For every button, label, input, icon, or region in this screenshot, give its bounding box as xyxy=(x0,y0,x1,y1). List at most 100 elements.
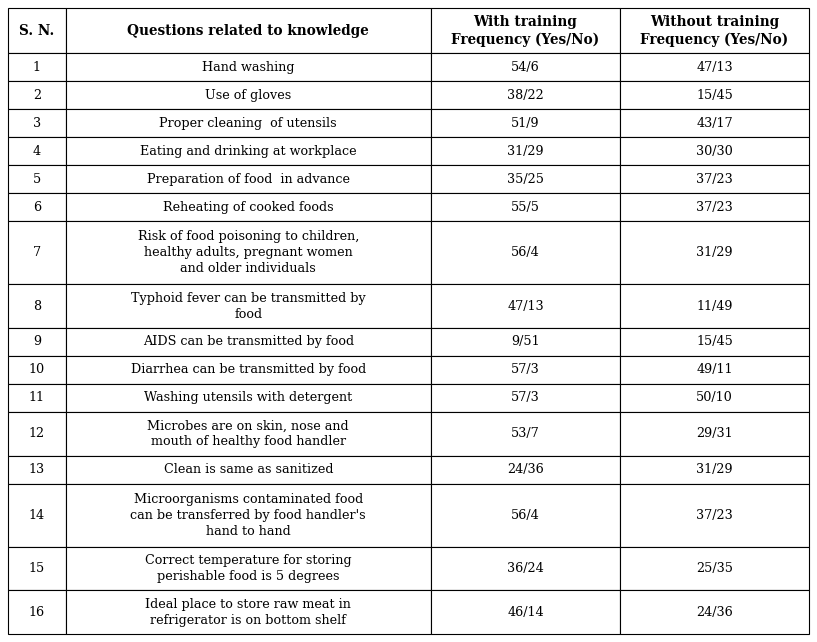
Text: Ideal place to store raw meat in
refrigerator is on bottom shelf: Ideal place to store raw meat in refrige… xyxy=(145,598,351,627)
Bar xyxy=(65,483,431,546)
Bar xyxy=(431,109,620,137)
Bar xyxy=(620,109,809,137)
Bar xyxy=(620,221,809,284)
Bar xyxy=(431,166,620,193)
Text: 1: 1 xyxy=(33,61,41,74)
Text: 53/7: 53/7 xyxy=(511,428,540,440)
Text: 11/49: 11/49 xyxy=(696,300,733,313)
Text: 12: 12 xyxy=(29,428,45,440)
Text: Microorganisms contaminated food
can be transferred by food handler's
hand to ha: Microorganisms contaminated food can be … xyxy=(131,492,366,537)
Text: 56/4: 56/4 xyxy=(511,508,540,521)
Bar xyxy=(620,483,809,546)
Text: 43/17: 43/17 xyxy=(696,117,733,130)
Bar xyxy=(431,384,620,412)
Bar xyxy=(431,193,620,221)
Text: Diarrhea can be transmitted by food: Diarrhea can be transmitted by food xyxy=(131,363,366,376)
Bar xyxy=(8,456,65,483)
Bar xyxy=(620,356,809,384)
Text: 29/31: 29/31 xyxy=(696,428,733,440)
Text: Hand washing: Hand washing xyxy=(202,61,295,74)
Text: 6: 6 xyxy=(33,201,41,214)
Bar xyxy=(620,456,809,483)
Bar xyxy=(431,328,620,356)
Bar xyxy=(620,590,809,634)
Text: 37/23: 37/23 xyxy=(696,201,733,214)
Bar xyxy=(65,412,431,456)
Text: 31/29: 31/29 xyxy=(696,463,733,476)
Text: 5: 5 xyxy=(33,173,41,186)
Text: 25/35: 25/35 xyxy=(696,562,733,575)
Bar xyxy=(8,384,65,412)
Bar xyxy=(431,590,620,634)
Bar xyxy=(620,284,809,328)
Bar xyxy=(8,109,65,137)
Bar xyxy=(8,284,65,328)
Text: Typhoid fever can be transmitted by
food: Typhoid fever can be transmitted by food xyxy=(131,291,366,320)
Text: Preparation of food  in advance: Preparation of food in advance xyxy=(147,173,350,186)
Text: 36/24: 36/24 xyxy=(507,562,544,575)
Text: 54/6: 54/6 xyxy=(511,61,540,74)
Bar xyxy=(65,546,431,590)
Bar xyxy=(431,53,620,82)
Text: AIDS can be transmitted by food: AIDS can be transmitted by food xyxy=(143,336,354,349)
Text: Clean is same as sanitized: Clean is same as sanitized xyxy=(163,463,333,476)
Text: Use of gloves: Use of gloves xyxy=(205,89,292,102)
Bar xyxy=(8,546,65,590)
Bar xyxy=(8,166,65,193)
Text: 24/36: 24/36 xyxy=(507,463,544,476)
Text: 47/13: 47/13 xyxy=(696,61,733,74)
Text: Washing utensils with detergent: Washing utensils with detergent xyxy=(144,392,352,404)
Bar xyxy=(8,483,65,546)
Text: Correct temperature for storing
perishable food is 5 degrees: Correct temperature for storing perishab… xyxy=(145,554,351,583)
Bar xyxy=(431,456,620,483)
Text: Risk of food poisoning to children,
healthy adults, pregnant women
and older ind: Risk of food poisoning to children, heal… xyxy=(137,230,359,275)
Bar xyxy=(620,137,809,166)
Bar xyxy=(65,356,431,384)
Text: 31/29: 31/29 xyxy=(696,247,733,259)
Text: 56/4: 56/4 xyxy=(511,247,540,259)
Text: 14: 14 xyxy=(29,508,45,521)
Bar xyxy=(65,456,431,483)
Bar xyxy=(65,590,431,634)
Text: 35/25: 35/25 xyxy=(507,173,544,186)
Text: S. N.: S. N. xyxy=(20,24,55,38)
Text: 16: 16 xyxy=(29,605,45,619)
Bar xyxy=(620,546,809,590)
Bar xyxy=(8,328,65,356)
Bar xyxy=(65,53,431,82)
Text: 49/11: 49/11 xyxy=(696,363,733,376)
Text: 57/3: 57/3 xyxy=(511,392,540,404)
Bar xyxy=(65,221,431,284)
Bar xyxy=(620,193,809,221)
Text: Without training
Frequency (Yes/No): Without training Frequency (Yes/No) xyxy=(641,15,788,47)
Text: 15/45: 15/45 xyxy=(696,336,733,349)
Text: Reheating of cooked foods: Reheating of cooked foods xyxy=(163,201,333,214)
Text: 4: 4 xyxy=(33,145,41,158)
Text: 24/36: 24/36 xyxy=(696,605,733,619)
Text: 55/5: 55/5 xyxy=(511,201,540,214)
Bar xyxy=(620,412,809,456)
Bar xyxy=(65,328,431,356)
Bar xyxy=(65,284,431,328)
Bar xyxy=(8,193,65,221)
Bar xyxy=(620,328,809,356)
Text: 38/22: 38/22 xyxy=(507,89,544,102)
Text: 9: 9 xyxy=(33,336,41,349)
Bar xyxy=(8,221,65,284)
Text: 15: 15 xyxy=(29,562,45,575)
Text: 13: 13 xyxy=(29,463,45,476)
Bar xyxy=(8,53,65,82)
Text: 30/30: 30/30 xyxy=(696,145,733,158)
Text: 51/9: 51/9 xyxy=(511,117,540,130)
Text: 10: 10 xyxy=(29,363,45,376)
Bar xyxy=(620,82,809,109)
Bar xyxy=(620,8,809,53)
Text: 31/29: 31/29 xyxy=(507,145,544,158)
Text: Proper cleaning  of utensils: Proper cleaning of utensils xyxy=(159,117,337,130)
Text: 8: 8 xyxy=(33,300,41,313)
Bar xyxy=(65,166,431,193)
Bar xyxy=(431,546,620,590)
Text: Questions related to knowledge: Questions related to knowledge xyxy=(127,24,369,38)
Text: 11: 11 xyxy=(29,392,45,404)
Bar xyxy=(65,8,431,53)
